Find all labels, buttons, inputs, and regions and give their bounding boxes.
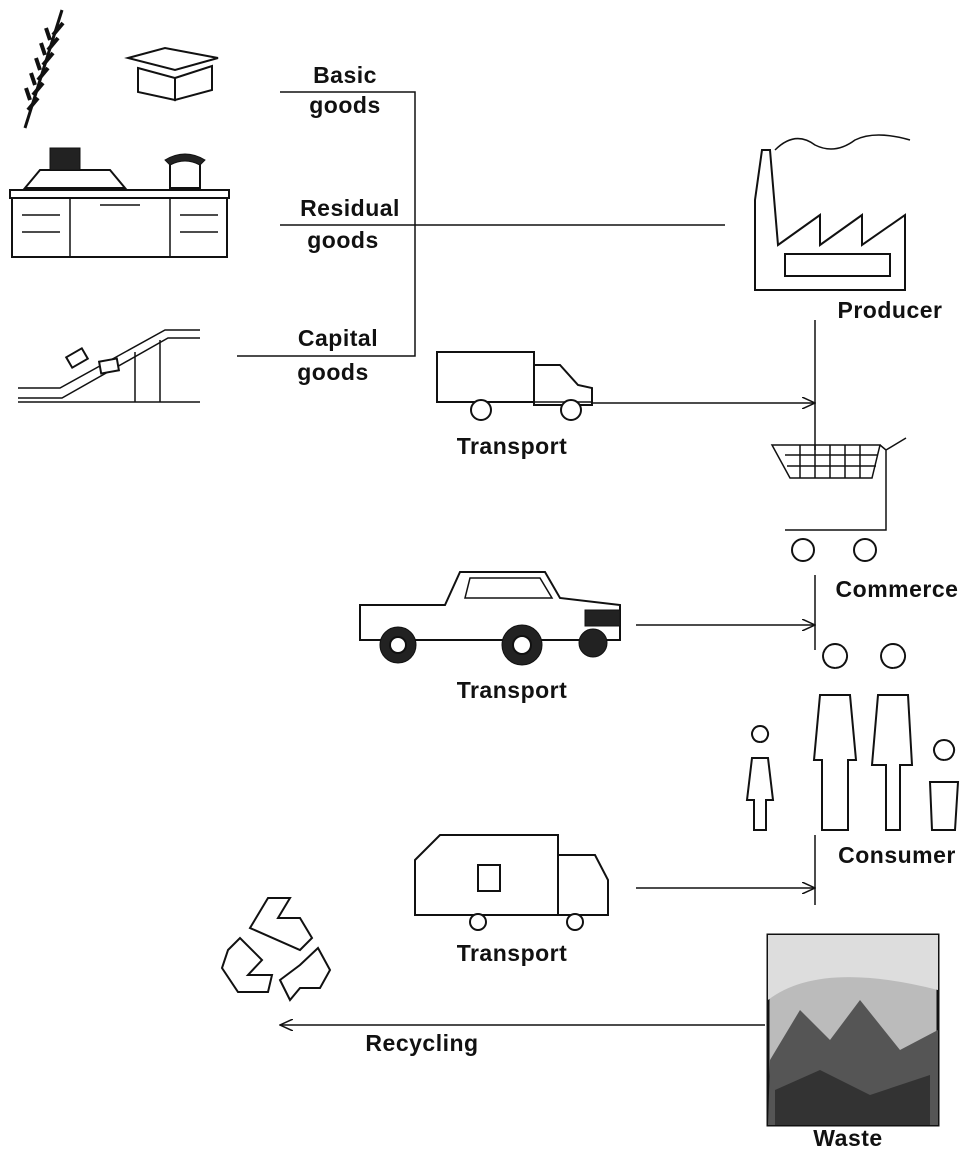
node-label: goods (309, 92, 381, 118)
node-label: goods (307, 227, 379, 253)
node-label: Producer (838, 297, 943, 323)
box-icon (128, 48, 218, 100)
garbage-truck-icon (415, 835, 608, 930)
node-label: Commerce (836, 576, 959, 602)
goods-bracket (237, 92, 415, 356)
node-label: Transport (457, 433, 568, 459)
wheat-icon (25, 10, 63, 128)
pickup-icon (360, 572, 620, 665)
recycle-icon (222, 898, 330, 1000)
node-label: goods (297, 359, 369, 385)
node-label: Basic (313, 62, 377, 88)
truck-icon (437, 352, 592, 420)
node-label: Capital (298, 325, 378, 351)
conveyor-icon (18, 330, 200, 402)
node-label: Recycling (365, 1030, 478, 1056)
node-label: Waste (813, 1125, 882, 1151)
people-icon (747, 644, 958, 830)
diagram: Basic goods Residual goods Capital goods… (0, 0, 975, 1153)
node-label: Transport (457, 940, 568, 966)
factory-icon (755, 135, 910, 290)
desk-icon (10, 148, 229, 257)
node-label: Consumer (838, 842, 956, 868)
waste-icon (768, 935, 938, 1125)
node-label: Transport (457, 677, 568, 703)
cart-icon (772, 438, 906, 561)
node-label: Residual (300, 195, 400, 221)
